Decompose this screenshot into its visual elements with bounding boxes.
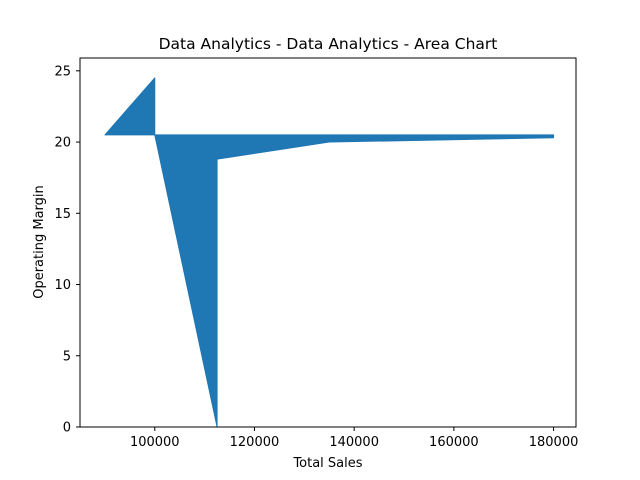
y-tick-label: 10 [54,278,71,293]
y-tick-label: 25 [54,64,71,79]
y-tick-label: 15 [54,207,71,222]
x-tick-label: 100000 [130,435,180,450]
plot-area [104,77,555,428]
y-axis-label: Operating Margin [32,185,47,299]
area-series [104,77,555,428]
plot-frame [79,57,577,428]
y-tick-label: 20 [54,136,71,151]
x-axis-label: Total Sales [292,456,362,471]
x-tick-label: 160000 [429,435,479,450]
x-tick-label: 140000 [329,435,379,450]
y-tick-label: 5 [63,349,71,364]
chart-title: Data Analytics - Data Analytics - Area C… [159,35,498,53]
x-axis: 100000 120000 140000 160000 180000 [130,427,578,450]
x-tick-label: 180000 [529,435,579,450]
x-tick-label: 120000 [230,435,280,450]
y-tick-label: 0 [63,421,71,436]
y-axis: 0 5 10 15 20 25 [54,64,80,436]
